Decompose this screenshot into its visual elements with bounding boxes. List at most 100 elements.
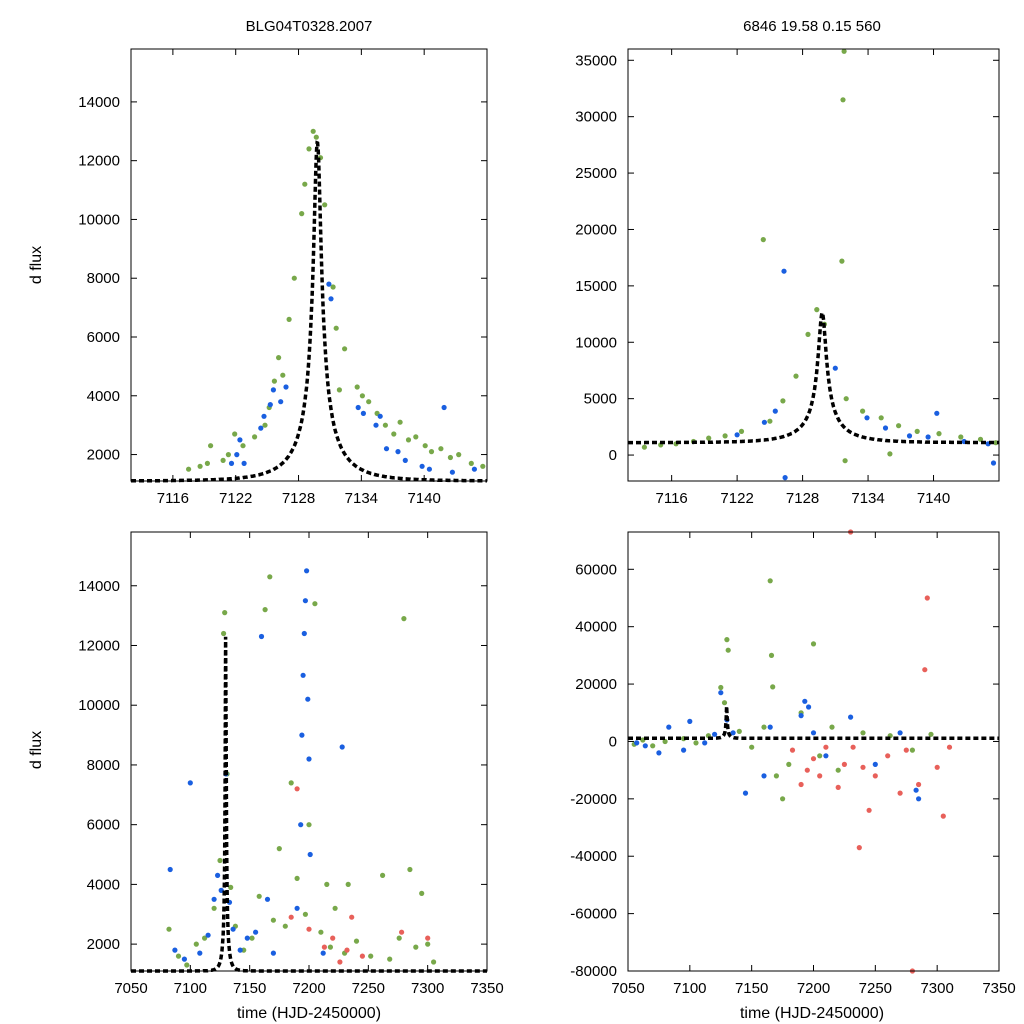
data-point-blue — [848, 714, 854, 720]
data-point-blue — [772, 408, 778, 414]
x-tick-label: 7140 — [917, 490, 950, 507]
data-point-blue — [471, 466, 477, 472]
data-point-blue — [326, 281, 332, 287]
data-point-green — [276, 846, 282, 852]
model-curve — [131, 636, 487, 973]
data-point-green — [413, 434, 419, 440]
x-tick-label: 7140 — [407, 490, 440, 507]
data-point-blue — [197, 950, 203, 956]
data-point-red — [916, 781, 922, 788]
axis-ticks: 7116 7122 7128 7134 7140 0 5000 10000 15000 20000… — [575, 49, 999, 507]
data-point-green — [280, 372, 286, 378]
data-point-green — [318, 929, 324, 935]
data-point-red — [860, 764, 866, 770]
data-point-green — [204, 460, 210, 466]
data-point-green — [294, 875, 300, 882]
data-point-green — [225, 452, 231, 458]
data-point-blue — [264, 896, 271, 902]
data-point-green — [447, 454, 453, 461]
y-tick-label: 25000 — [575, 165, 617, 182]
data-point-green — [977, 436, 984, 442]
plot-frame — [130, 531, 488, 972]
data-point-green — [262, 607, 268, 613]
data-point-green — [270, 917, 276, 923]
data-point-green — [228, 884, 234, 891]
data-point-blue — [798, 713, 804, 719]
data-point-green — [878, 415, 884, 421]
data-point-blue — [761, 419, 768, 425]
y-tick-label: 10000 — [78, 211, 120, 228]
y-tick-label: 12000 — [78, 153, 120, 170]
data-point-green — [366, 399, 372, 405]
data-point-blue — [377, 413, 383, 419]
data-point-blue — [307, 851, 313, 858]
data-point-blue — [278, 399, 284, 405]
data-point-green — [480, 463, 486, 469]
data-point-red — [810, 756, 817, 762]
data-point-blue — [656, 750, 662, 756]
data-point-green — [909, 747, 916, 753]
x-tick-label: 7100 — [673, 980, 706, 997]
data-point-green — [810, 641, 817, 647]
data-point-green — [842, 458, 848, 464]
x-tick-label: 7300 — [920, 980, 953, 997]
data-point-green — [860, 730, 866, 736]
data-point-green — [780, 796, 786, 802]
data-point-blue — [882, 425, 889, 431]
x-tick-label: 7350 — [470, 980, 503, 997]
data-point-green — [761, 724, 767, 730]
data-point-red — [337, 959, 343, 965]
data-point-blue — [642, 743, 648, 749]
data-point-green — [249, 935, 255, 941]
data-point-green — [401, 616, 407, 622]
data-point-blue — [234, 452, 240, 458]
x-tick-label: 7122 — [720, 490, 753, 507]
data-point-blue — [328, 296, 334, 302]
data-point-blue — [782, 475, 788, 481]
panel-bottom-right: time (HJD-2450000) 7050 7100 7150 7200 7250 7… — [570, 529, 1016, 1022]
data-point-blue — [913, 787, 919, 793]
x-tick-label: 7200 — [292, 980, 325, 997]
data-point-green — [767, 578, 773, 584]
plot-frame — [627, 48, 1000, 482]
data-point-green — [197, 463, 203, 469]
data-point-blue — [802, 698, 808, 704]
x-axis-title: time (HJD-2450000) — [740, 1005, 884, 1022]
y-tick-label: 4000 — [87, 876, 120, 893]
data-point-blue — [810, 730, 817, 736]
data-point-blue — [419, 463, 425, 469]
data-point-red — [321, 944, 327, 950]
data-point-green — [267, 574, 273, 580]
data-point-green — [841, 48, 847, 54]
data-point-green — [936, 431, 942, 437]
data-point-green — [276, 355, 282, 361]
y-tick-label: 10000 — [575, 334, 617, 351]
data-point-blue — [305, 696, 311, 702]
y-tick-label: 12000 — [78, 637, 120, 654]
data-point-green — [327, 944, 333, 950]
data-point-green — [391, 431, 397, 437]
x-tick-label: 7350 — [982, 980, 1015, 997]
data-point-green — [291, 275, 297, 281]
data-point-green — [770, 684, 776, 690]
data-point-blue — [215, 872, 221, 879]
data-point-blue — [734, 432, 740, 438]
data-point-green — [345, 881, 351, 888]
data-point-blue — [990, 460, 997, 466]
x-tick-label: 7200 — [797, 980, 830, 997]
data-point-red — [798, 781, 804, 788]
y-tick-label: 6000 — [87, 329, 120, 346]
y-tick-label: 20000 — [575, 676, 617, 693]
data-point-blue — [925, 434, 931, 440]
data-point-green — [286, 316, 292, 322]
x-tick-label: 7050 — [114, 980, 147, 997]
data-point-blue — [228, 460, 235, 466]
data-point-green — [256, 893, 262, 899]
data-point-blue — [320, 950, 326, 956]
y-tick-label: 10000 — [78, 697, 120, 714]
data-point-red — [835, 784, 841, 791]
data-point-green — [387, 956, 393, 962]
data-point-green — [354, 384, 360, 390]
y-tick-label: 35000 — [575, 52, 617, 69]
